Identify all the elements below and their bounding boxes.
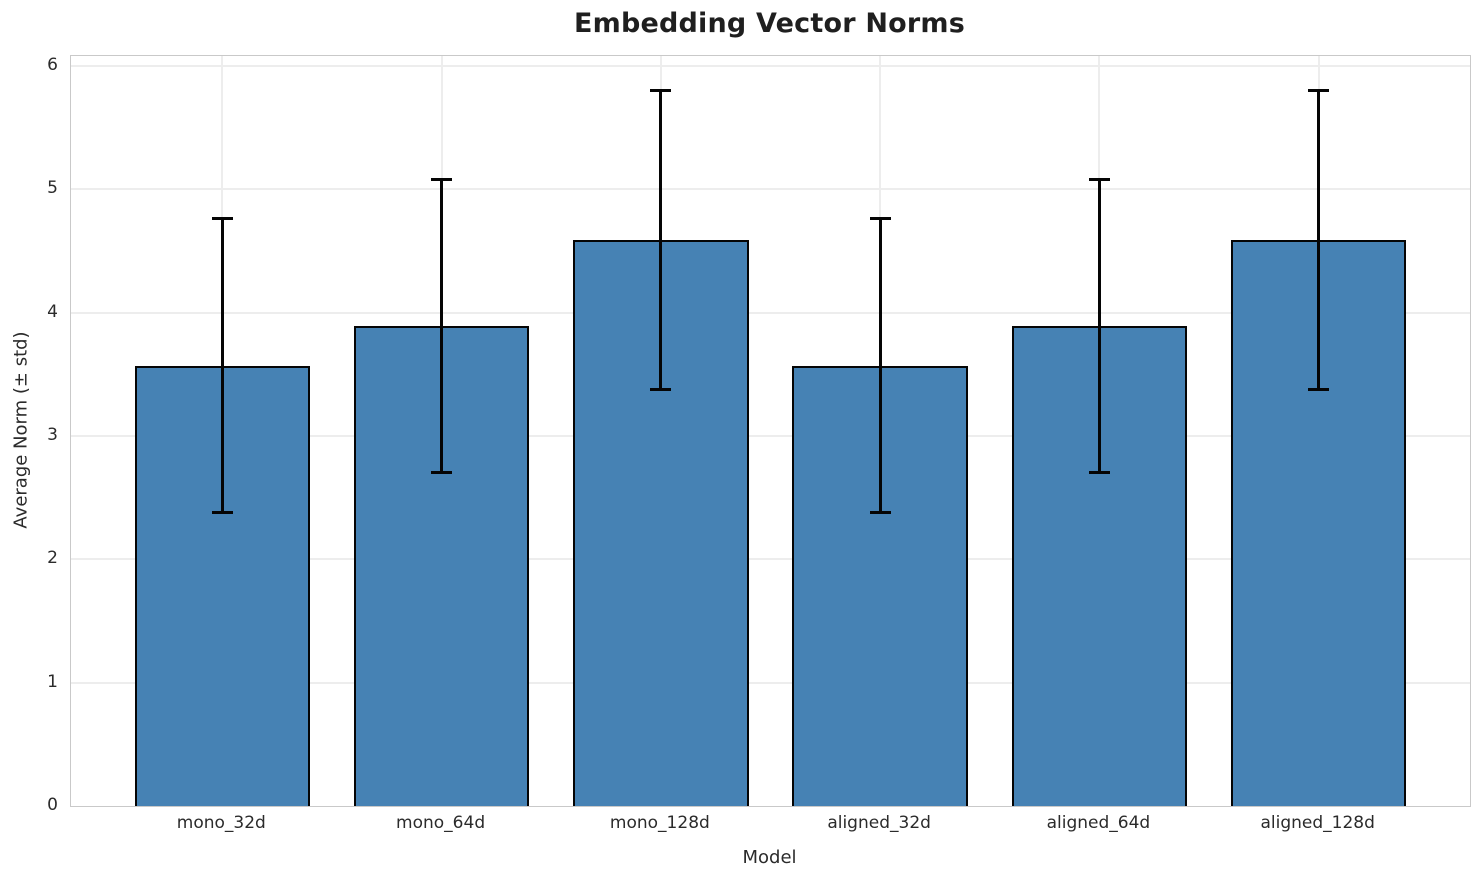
error-bar-cap-top	[1088, 177, 1110, 181]
error-bar-line	[1317, 90, 1321, 390]
y-tick-label: 0	[47, 795, 58, 815]
error-bar-cap-bottom	[650, 387, 672, 391]
chart-title: Embedding Vector Norms	[573, 8, 966, 39]
h-gridline	[71, 558, 1470, 561]
error-bar-line	[659, 90, 663, 390]
error-bar-cap-top	[431, 177, 453, 181]
h-gridline	[71, 64, 1470, 67]
error-bar-cap-bottom	[1308, 387, 1330, 391]
y-tick-label: 3	[47, 424, 58, 445]
h-gridline	[71, 681, 1470, 684]
error-bar-line	[1097, 179, 1101, 473]
x-tick-label: mono_128d	[609, 813, 710, 833]
error-bar-cap-top	[1308, 89, 1330, 93]
error-bar-line	[440, 179, 444, 473]
x-tick-label: aligned_128d	[1260, 813, 1375, 833]
h-gridline	[71, 311, 1470, 314]
error-bar-cap-bottom	[211, 510, 233, 514]
error-bar-line	[878, 218, 882, 513]
error-bar-line	[220, 218, 224, 513]
plot-area	[70, 55, 1471, 807]
error-bar-cap-top	[211, 217, 233, 221]
x-tick-label: mono_32d	[176, 813, 266, 833]
y-tick-label: 1	[47, 671, 58, 692]
x-tick-label: mono_64d	[396, 813, 486, 833]
x-axis-label: Model	[742, 847, 797, 868]
h-gridline	[71, 188, 1470, 191]
y-axis-label: Average Norm (± std)	[10, 331, 32, 529]
x-tick-label: aligned_32d	[827, 813, 931, 833]
error-bar-cap-bottom	[431, 471, 453, 475]
x-tick-label: aligned_64d	[1046, 813, 1151, 833]
error-bar-cap-bottom	[869, 510, 891, 514]
y-tick-label: 5	[47, 178, 58, 199]
h-gridline	[71, 434, 1470, 437]
xticks: mono_32d mono_64d mono_128d aligned_32d alig…	[70, 813, 1469, 837]
error-bar-cap-top	[650, 89, 672, 93]
y-tick-label: 4	[47, 301, 58, 322]
y-tick-label: 6	[47, 54, 58, 75]
yticks: 0 1 2 3 4 5 6	[0, 54, 58, 815]
y-tick-label: 2	[47, 548, 58, 569]
error-bar-cap-bottom	[1088, 471, 1110, 475]
error-bar-cap-top	[869, 217, 891, 221]
